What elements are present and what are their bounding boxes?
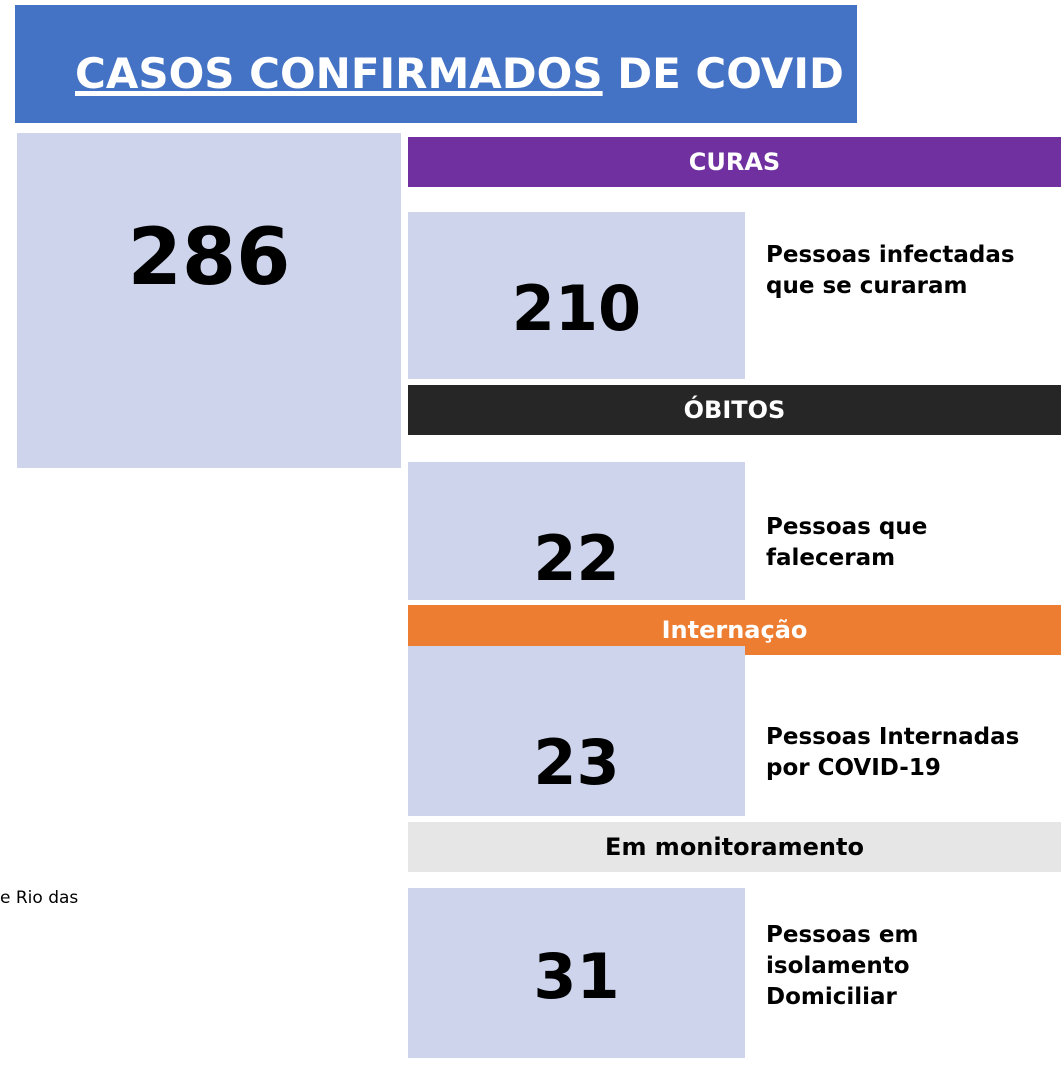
section-description: Pessoas em isolamento Domiciliar — [766, 920, 918, 1013]
description-line: Pessoas em — [766, 922, 919, 948]
description-line: por COVID-19 — [766, 755, 941, 781]
section-value: 22 — [408, 462, 745, 600]
section-value: 210 — [408, 212, 745, 379]
description-line: isolamento — [766, 953, 910, 979]
section-value: 31 — [408, 888, 745, 1058]
side-text: e Rio das — [0, 888, 79, 908]
section-description: Pessoas infectadas que se curaram — [766, 240, 1015, 302]
description-line: Domiciliar — [766, 984, 897, 1010]
header: CASOS CONFIRMADOS DE COVID — [15, 5, 857, 123]
section-title: Em monitoramento — [408, 822, 1061, 872]
section-description: Pessoas Internadas por COVID-19 — [766, 722, 1019, 784]
description-line: faleceram — [766, 545, 896, 571]
description-line: Pessoas infectadas — [766, 242, 1015, 268]
title-rest: DE COVID — [617, 49, 844, 98]
total-box: 286 — [17, 133, 401, 468]
description-line: Pessoas Internadas — [766, 724, 1020, 750]
description-line: Pessoas que — [766, 514, 928, 540]
title-underlined: CASOS CONFIRMADOS — [75, 49, 603, 98]
section-description: Pessoas que faleceram — [766, 512, 927, 574]
section-title: CURAS — [408, 137, 1061, 187]
description-line: que se curaram — [766, 273, 968, 299]
section-title: ÓBITOS — [408, 385, 1061, 435]
section-value: 23 — [408, 646, 745, 816]
